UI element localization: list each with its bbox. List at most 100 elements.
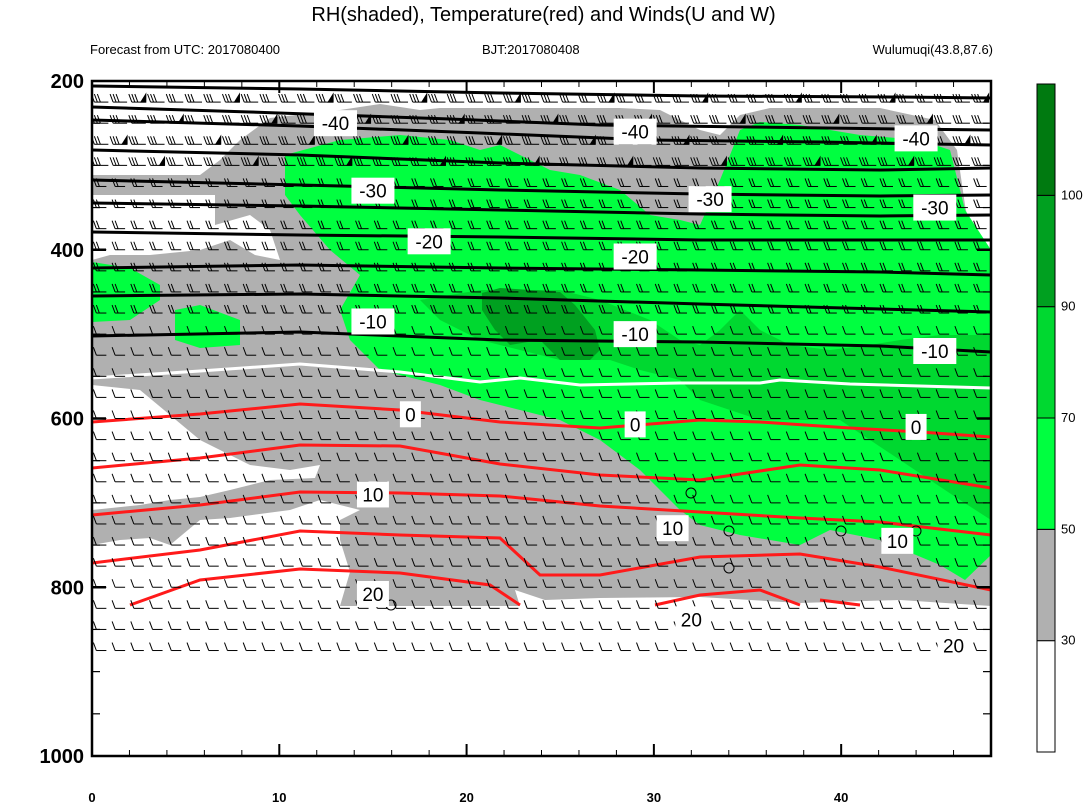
wind-barb-feather — [564, 199, 569, 208]
wind-barb-feather — [281, 115, 286, 124]
wind-barb-feather — [729, 389, 734, 398]
wind-barb-feather — [860, 178, 865, 187]
wind-barb-feather — [280, 389, 285, 398]
wind-barb-feather — [259, 157, 264, 166]
wind-barb-feather — [845, 220, 849, 229]
wind-barb-feather — [823, 410, 828, 419]
wind-barb-feather — [428, 115, 432, 124]
wind-barb-feather — [845, 199, 849, 208]
wind-barb-feather — [749, 93, 754, 103]
wind-barb-feather — [298, 557, 303, 567]
wind-barb-feather — [186, 178, 191, 187]
wind-barb-feather — [692, 515, 697, 525]
wind-barb-feather — [298, 389, 303, 398]
wind-barb-feather — [938, 304, 943, 314]
wind-barb-feather — [729, 494, 734, 504]
wind-barb-feather — [751, 178, 756, 187]
wind-barb-feather — [339, 262, 344, 272]
wind-barb-feather — [484, 93, 489, 103]
wind-barb-feather — [827, 93, 832, 103]
wind-barb-feather — [842, 600, 846, 609]
wind-barb-feather — [114, 199, 119, 208]
wind-barb-feather — [336, 368, 341, 377]
wind-barb-feather — [262, 157, 267, 166]
wind-barb-feather — [451, 304, 456, 314]
wind-barb-feather — [109, 93, 114, 103]
wind-barb-feather — [484, 136, 489, 145]
wind-barb-feather — [320, 178, 325, 187]
wind-barb-feather — [209, 115, 214, 124]
wind-barb-feather — [205, 600, 210, 609]
wind-barb-feather — [636, 304, 640, 314]
wind-barb-feather — [898, 515, 903, 525]
wind-barb-feather — [505, 157, 510, 166]
wind-barb-feather — [654, 600, 659, 609]
wind-barb-feather — [976, 304, 981, 314]
wind-barb-feather — [430, 515, 434, 525]
wind-barb-feather — [673, 178, 678, 187]
wind-barb-feather — [246, 115, 251, 124]
wind-barb-feather — [356, 136, 361, 145]
wind-barb-feather — [521, 115, 526, 124]
wind-barb-feather — [186, 452, 191, 461]
wind-barb-feather — [690, 93, 695, 103]
wind-barb-feather — [657, 199, 662, 208]
wind-barb-feather — [430, 431, 434, 440]
wind-barb-feather — [823, 431, 828, 440]
wind-barb-feather — [916, 283, 921, 293]
wind-barb-feather — [412, 93, 417, 103]
wind-barb-feather — [504, 431, 509, 440]
contour-label: 0 — [911, 418, 922, 439]
wind-barb-feather — [580, 136, 585, 145]
wind-barb-feather — [261, 621, 266, 630]
wind-barb-feather — [545, 262, 550, 272]
wind-barb-feather — [939, 115, 944, 124]
colorbar-label: 90 — [1061, 299, 1075, 314]
wind-barb-feather — [92, 241, 97, 250]
wind-barb-feather — [92, 452, 97, 461]
wind-barb-feather — [973, 494, 978, 504]
wind-barb-pennant — [795, 92, 802, 103]
wind-barb-feather — [261, 368, 266, 377]
wind-barb-feather — [261, 283, 266, 293]
wind-barb-feather — [729, 368, 734, 377]
wind-barb-feather — [486, 515, 491, 525]
wind-barb-feather — [565, 157, 570, 166]
wind-barb-feather — [654, 304, 659, 314]
wind-barb-feather — [184, 93, 189, 103]
wind-barb-feather — [167, 410, 172, 419]
wind-barb-feather — [899, 115, 904, 124]
wind-barb-feather — [355, 368, 360, 377]
wind-barb-feather — [242, 178, 247, 187]
axis-ticks — [91, 81, 992, 756]
wind-barb-feather — [355, 389, 360, 398]
wind-barb-feather — [545, 283, 550, 293]
wind-barb-feather — [131, 136, 136, 145]
colorbar-label: 70 — [1061, 410, 1075, 425]
wind-barb-feather — [617, 410, 622, 419]
wind-barb-feather — [147, 115, 152, 124]
wind-barb-feather — [936, 93, 941, 103]
wind-barb-feather — [640, 157, 644, 166]
wind-barb-feather — [96, 93, 101, 103]
wind-barb-feather — [227, 241, 231, 250]
wind-barb-feather — [395, 199, 400, 208]
wind-barb-feather — [527, 115, 532, 124]
wind-barb-feather — [524, 93, 529, 103]
wind-barb-feather — [261, 494, 266, 504]
wind-barb-feather — [114, 304, 119, 314]
wind-barb-feather — [448, 642, 453, 651]
wind-barb-feather — [376, 220, 381, 229]
wind-barb-feather — [334, 157, 339, 166]
wind-barb-feather — [843, 157, 847, 166]
colorbar-label: 30 — [1061, 633, 1075, 648]
wind-barb-feather — [205, 304, 210, 314]
wind-barb-feather — [298, 515, 303, 525]
wind-barb-feather — [786, 93, 791, 103]
wind-barb-feather — [579, 557, 584, 567]
wind-barb-feather — [205, 283, 210, 293]
wind-barb-feather — [205, 262, 210, 272]
wind-barb-feather — [131, 157, 136, 166]
wind-barb-feather — [823, 262, 828, 272]
w-marker — [723, 562, 735, 574]
